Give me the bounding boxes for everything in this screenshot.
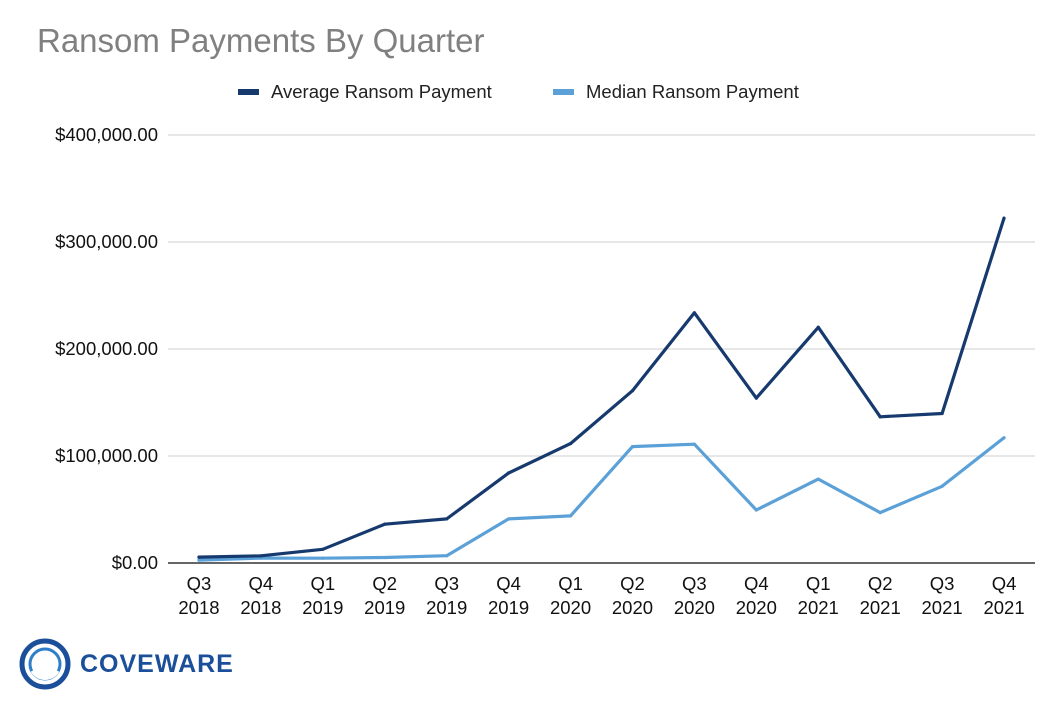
chart-title: Ransom Payments By Quarter (37, 22, 485, 59)
legend-label-average: Average Ransom Payment (271, 81, 492, 102)
x-tick-label: 2018 (178, 597, 219, 618)
x-tick-label: Q3 (930, 573, 955, 594)
y-tick-label: $300,000.00 (55, 231, 158, 252)
x-tick-label: 2020 (612, 597, 653, 618)
x-tick-label: Q1 (806, 573, 831, 594)
x-tick-label: 2021 (860, 597, 901, 618)
x-tick-label: 2020 (674, 597, 715, 618)
x-tick-label: 2019 (302, 597, 343, 618)
data-point-median (197, 558, 201, 562)
data-point-median (383, 555, 387, 560)
data-point-median (630, 444, 635, 449)
x-tick-label: Q3 (682, 573, 707, 594)
data-point-average (754, 396, 758, 400)
x-tick-label: 2021 (983, 597, 1024, 618)
concentric-circles-icon (19, 638, 71, 690)
data-point-average (321, 547, 325, 551)
x-tick-label: 2019 (488, 597, 529, 618)
data-point-median (321, 556, 325, 560)
x-tick-label: 2018 (240, 597, 281, 618)
data-point-median (507, 517, 511, 521)
data-point-average (259, 554, 263, 558)
x-tick-label: Q4 (249, 573, 274, 594)
data-point-average (940, 411, 944, 416)
x-tick-label: Q3 (434, 573, 459, 594)
x-tick-label: Q1 (310, 573, 335, 594)
data-point-average (878, 415, 882, 419)
x-tick-label: 2021 (922, 597, 963, 618)
x-tick-label: 2020 (550, 597, 591, 618)
x-tick-label: Q4 (496, 573, 521, 594)
data-point-median (1002, 436, 1006, 440)
data-point-average (816, 325, 820, 329)
y-tick-label: $100,000.00 (55, 445, 158, 466)
x-tick-label: Q3 (187, 573, 212, 594)
coveware-logo: COVEWARE (18, 637, 234, 691)
legend-label-median: Median Ransom Payment (586, 81, 799, 102)
y-tick-label: $400,000.00 (55, 124, 158, 145)
x-tick-label: Q2 (372, 573, 397, 594)
series-line-average (197, 216, 1006, 559)
data-point-average (568, 441, 573, 446)
data-point-median (816, 477, 820, 481)
data-point-median (754, 508, 758, 512)
data-point-average (445, 517, 449, 521)
y-tick-label: $0.00 (112, 552, 158, 573)
legend-item-median: Median Ransom Payment (553, 79, 799, 105)
data-point-median (568, 514, 573, 518)
x-tick-label: 2019 (426, 597, 467, 618)
x-tick-label: Q2 (868, 573, 893, 594)
data-point-median (692, 442, 696, 446)
x-tick-label: Q2 (620, 573, 645, 594)
chart-legend: Average Ransom Payment Median Ransom Pay… (0, 79, 1060, 105)
legend-swatch-average (238, 89, 259, 95)
x-tick-label: Q1 (558, 573, 583, 594)
data-point-average (383, 522, 387, 526)
data-point-average (692, 311, 696, 315)
x-tick-label: 2021 (798, 597, 839, 618)
legend-swatch-median (553, 89, 574, 95)
data-point-median (878, 511, 882, 515)
x-tick-label: 2020 (736, 597, 777, 618)
data-point-median (940, 484, 944, 488)
data-point-average (630, 389, 635, 393)
series-line-median (197, 436, 1006, 562)
data-point-average (1002, 216, 1006, 220)
x-tick-label: Q4 (744, 573, 769, 594)
x-tick-label: 2019 (364, 597, 405, 618)
legend-item-average: Average Ransom Payment (238, 79, 492, 105)
data-point-average (197, 555, 201, 559)
data-point-median (445, 554, 449, 558)
data-point-average (507, 471, 511, 475)
logo-text: COVEWARE (80, 649, 234, 678)
x-tick-label: Q4 (992, 573, 1017, 594)
y-tick-label: $200,000.00 (55, 338, 158, 359)
